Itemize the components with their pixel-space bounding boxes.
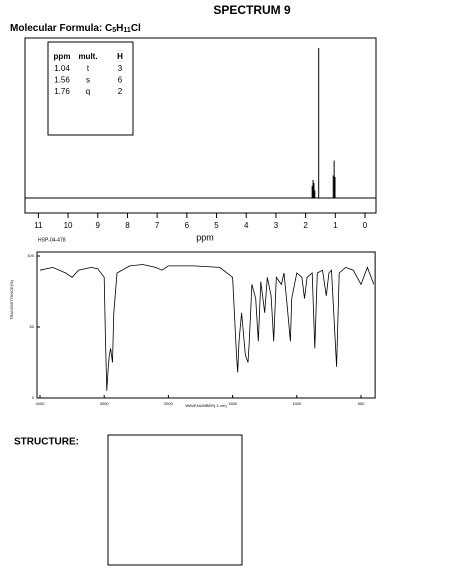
x-axis-label: ppm (196, 232, 214, 242)
x-tick-label: 1000 (292, 401, 302, 406)
table-cell: s (86, 76, 90, 85)
formula-sub: 11 (123, 27, 131, 34)
x-tick-label: 9 (96, 221, 101, 230)
y-tick-label: 100 (27, 253, 34, 258)
x-tick-label: 6 (185, 221, 190, 230)
formula-sub: 5 (112, 27, 116, 34)
formula-part: C (105, 23, 112, 34)
table-header: H (117, 52, 123, 61)
ir-ylabel: TRANSMITTANCE(%) (9, 279, 14, 320)
table-cell: 2 (118, 87, 123, 96)
formula-part: Cl (131, 23, 141, 34)
nmr-frame (24, 37, 377, 214)
x-axis-label: WAVENUMBER(-1 cm) (185, 403, 227, 408)
x-tick-label: 8 (125, 221, 130, 230)
x-tick-label: 3000 (100, 401, 110, 406)
x-tick-label: 11 (34, 221, 43, 230)
table-cell: 1.04 (54, 64, 70, 73)
x-tick-label: 1 (333, 221, 338, 230)
formula: Molecular Formula: C5H11Cl (10, 23, 141, 34)
data-table-box (47, 41, 134, 136)
table-header: mult. (78, 52, 97, 61)
x-tick-label: 2000 (164, 401, 174, 406)
y-tick-label: 50 (30, 324, 35, 329)
y-tick-label: 0 (32, 395, 35, 400)
structure-box (107, 434, 243, 566)
x-tick-label: 7 (155, 221, 160, 230)
x-tick-label: 0 (363, 221, 368, 230)
ir-curve (39, 264, 375, 391)
x-tick-label: 10 (64, 221, 73, 230)
table-cell: 1.56 (54, 76, 70, 85)
formula-label: Molecular Formula: (10, 23, 102, 34)
table-cell: q (86, 87, 90, 96)
table-cell: t (87, 64, 90, 73)
x-tick-label: 3 (274, 221, 279, 230)
table-cell: 3 (118, 64, 123, 73)
table-cell: 1.76 (54, 87, 70, 96)
x-tick-label: 5 (214, 221, 219, 230)
x-tick-label: 4 (244, 221, 249, 230)
title: SPECTRUM 9 (213, 3, 291, 17)
x-tick-label: 4000 (36, 401, 46, 406)
ir-code: HSP-04-478 (38, 237, 66, 243)
table-cell: 6 (118, 76, 123, 85)
structure-label: STRUCTURE: (14, 437, 79, 448)
x-tick-label: 1500 (228, 401, 238, 406)
x-tick-label: 500 (358, 401, 365, 406)
formula-part: H (116, 23, 123, 34)
ir-frame (36, 251, 376, 399)
x-tick-label: 2 (303, 221, 308, 230)
table-header: ppm (54, 52, 71, 61)
